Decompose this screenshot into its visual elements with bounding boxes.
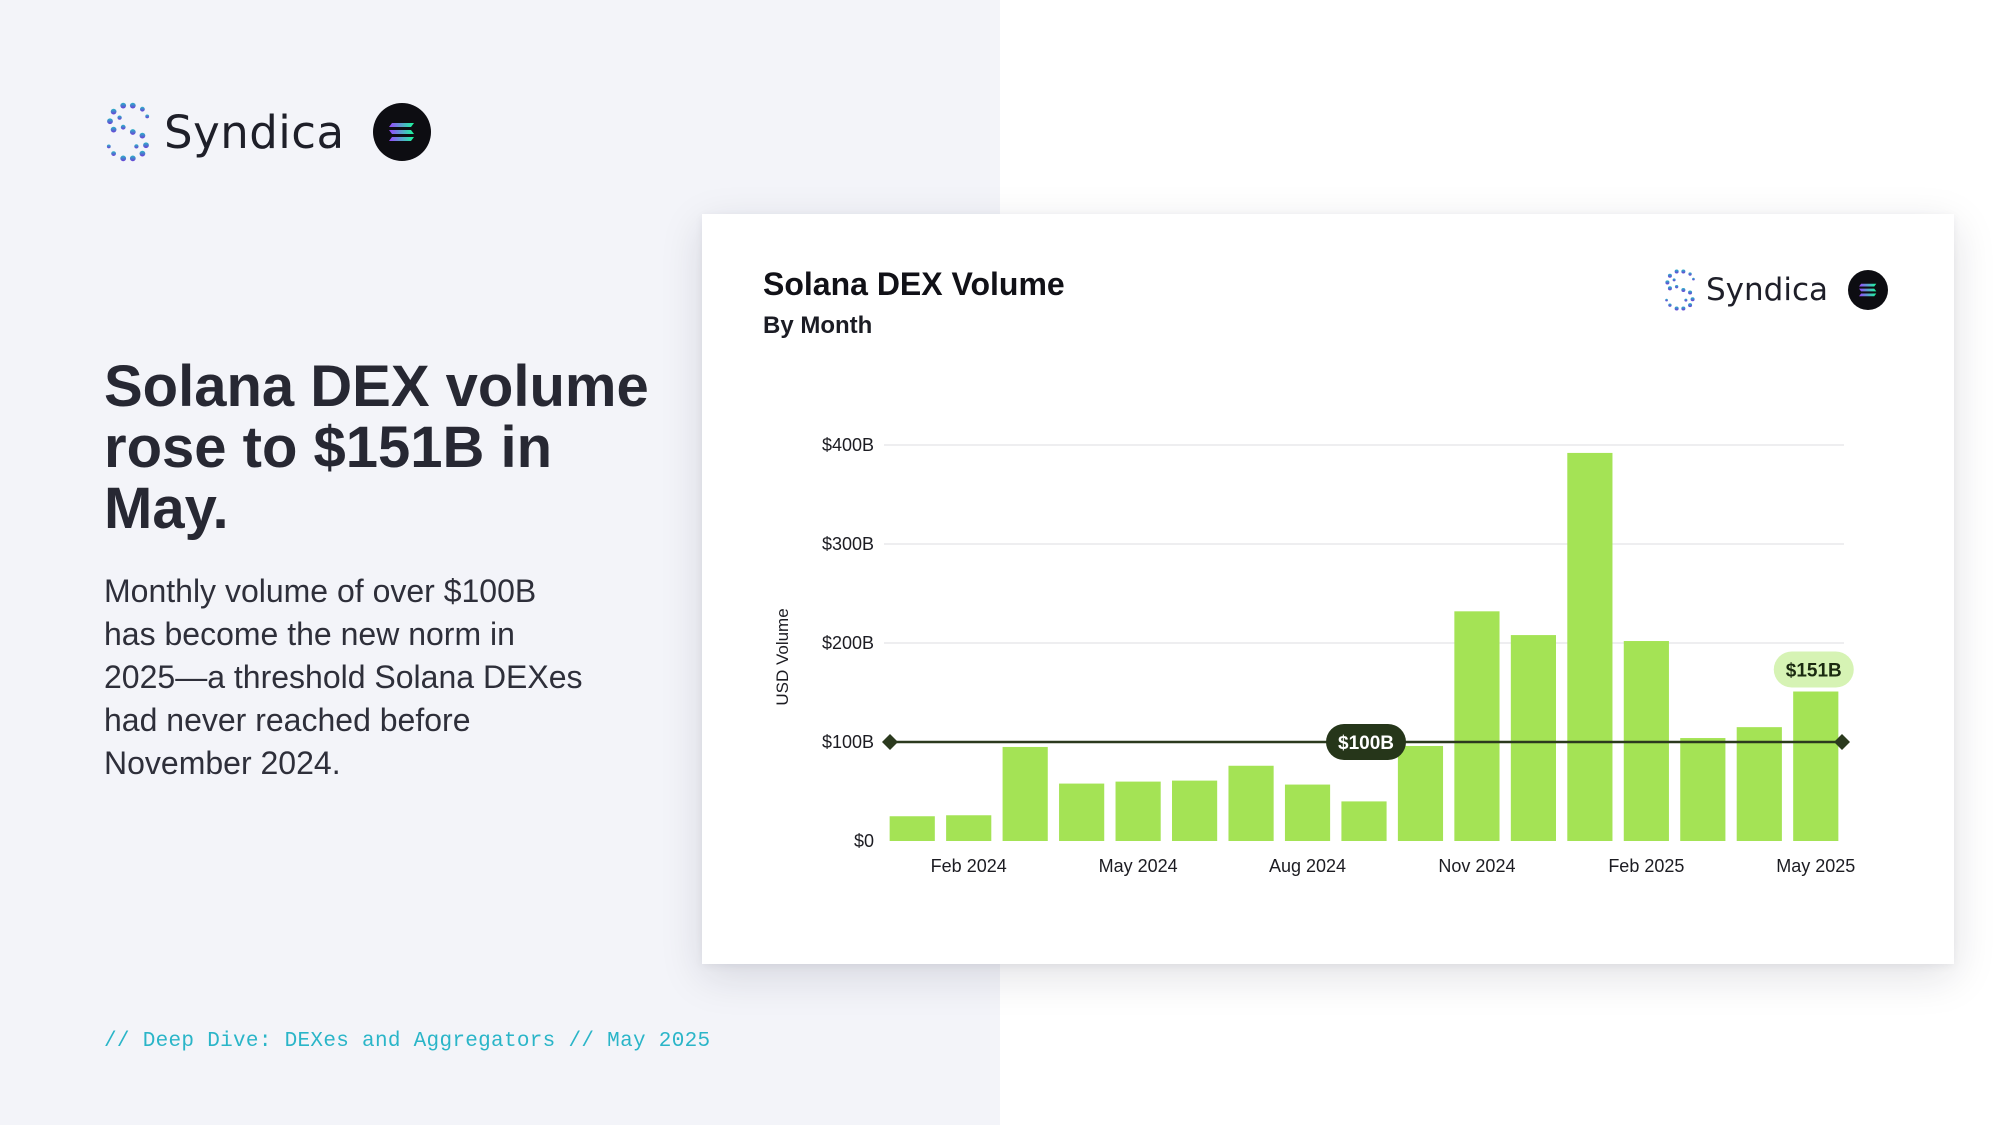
bar: [1228, 765, 1274, 841]
bar: [1284, 784, 1331, 841]
reference-line-marker: [1834, 734, 1850, 750]
x-tick-label: May 2025: [1776, 856, 1855, 876]
bar: [946, 815, 992, 841]
bar: [1172, 780, 1218, 841]
bar: [1736, 727, 1782, 841]
bar: [1397, 745, 1444, 841]
bar: [1059, 783, 1105, 841]
chart-card: Solana DEX Volume By Month Syndica: [702, 214, 1954, 964]
x-tick-label: Nov 2024: [1438, 856, 1515, 876]
bar: [1567, 452, 1613, 841]
bar: [1510, 635, 1556, 841]
card-brand-name: Syndica: [1705, 272, 1828, 308]
bar: [889, 816, 935, 841]
reference-line-label: $100B: [1338, 733, 1394, 754]
reference-line-label-bg: [1326, 724, 1406, 760]
x-tick-label: May 2024: [1099, 856, 1178, 876]
brand-name: Syndica: [164, 105, 345, 159]
brand-header: Syndica: [104, 100, 431, 164]
bar: [1680, 738, 1726, 841]
chart-subtitle: By Month: [763, 312, 873, 339]
headline: Solana DEX volume rose to $151B in May.: [104, 354, 649, 541]
syndica-logo-icon: [106, 102, 150, 162]
bar: [1002, 746, 1048, 841]
card-brand: Syndica: [1663, 268, 1888, 312]
bar: [1341, 801, 1387, 841]
y-tick-label: $400B: [822, 435, 874, 455]
x-tick-label: Feb 2025: [1608, 856, 1684, 876]
bar-chart: $0 $100B $200B $300B $400B USD Volume Feb 2024…: [773, 435, 1855, 876]
chart-title: Solana DEX Volume: [763, 266, 1065, 302]
y-tick-label: $300B: [822, 534, 874, 554]
subtext: Monthly volume of over $100B has become …: [104, 573, 583, 781]
solana-icon: [1848, 270, 1888, 310]
bar: [1115, 781, 1161, 841]
syndica-logo-icon: [1665, 269, 1695, 311]
y-tick-label: $0: [854, 831, 874, 851]
reference-line-marker: [882, 734, 898, 750]
y-tick-label: $200B: [822, 633, 874, 653]
x-tick-label: Feb 2024: [931, 856, 1007, 876]
bar: [1454, 611, 1500, 841]
y-axis-title: USD Volume: [773, 608, 792, 705]
y-tick-label: $100B: [822, 732, 874, 752]
x-tick-label: Aug 2024: [1269, 856, 1346, 876]
bar: [1793, 691, 1839, 841]
footer-tag: // Deep Dive: DEXes and Aggregators // M…: [104, 1030, 711, 1053]
solana-icon: [372, 103, 431, 161]
value-label-bg: [1773, 651, 1854, 688]
value-label: $151B: [1786, 661, 1842, 682]
